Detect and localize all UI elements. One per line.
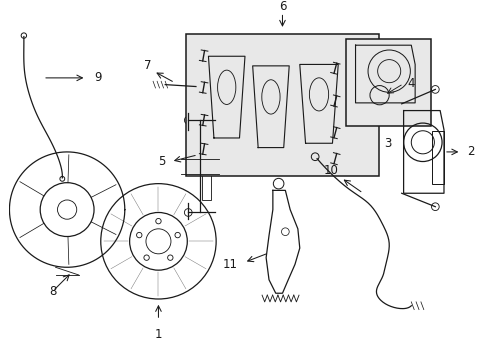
- Text: 8: 8: [49, 285, 56, 298]
- Text: 4: 4: [407, 77, 414, 90]
- Text: 5: 5: [157, 155, 164, 168]
- Bar: [431, 131, 443, 184]
- Text: 3: 3: [384, 138, 391, 150]
- Bar: [186, 33, 378, 176]
- Bar: [345, 40, 429, 126]
- Text: 2: 2: [466, 145, 474, 158]
- Text: 10: 10: [324, 164, 338, 177]
- Text: 6: 6: [278, 0, 285, 13]
- Text: 9: 9: [94, 71, 102, 84]
- Text: 1: 1: [154, 328, 162, 341]
- Text: 7: 7: [144, 59, 151, 72]
- Text: 11: 11: [223, 258, 238, 271]
- Bar: [202, 133, 211, 200]
